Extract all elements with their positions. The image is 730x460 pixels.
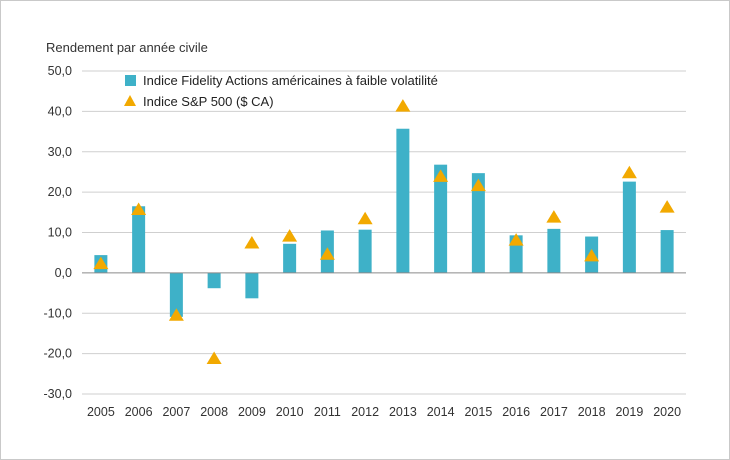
bar-2019 xyxy=(622,181,636,273)
marker-2012 xyxy=(357,211,373,225)
legend-label-bar: Indice Fidelity Actions américaines à fa… xyxy=(143,73,438,88)
x-tick-label: 2012 xyxy=(351,405,379,419)
legend-label-marker: Indice S&P 500 ($ CA) xyxy=(143,94,274,109)
marker-2011 xyxy=(319,247,335,260)
marker-2017 xyxy=(546,210,562,223)
bar-2010 xyxy=(283,243,297,273)
marker-2015 xyxy=(470,178,486,192)
x-tick-label: 2019 xyxy=(615,405,643,419)
y-tick-label: 30,0 xyxy=(48,145,72,159)
x-tick-label: 2010 xyxy=(276,405,304,419)
bar-series xyxy=(94,128,674,317)
bar-2009 xyxy=(245,272,259,299)
bar-2007 xyxy=(169,272,183,317)
bar-2015 xyxy=(471,173,485,273)
marker-series xyxy=(93,99,675,364)
x-tick-label: 2008 xyxy=(200,405,228,419)
grid-layer xyxy=(82,70,686,395)
x-tick-label: 2015 xyxy=(464,405,492,419)
y-axis-ticks: 50,0 40,0 30,0 20,0 10,0 0,0 -10,0 -20,0 -30,0 xyxy=(44,64,73,401)
bar-2013 xyxy=(396,128,410,273)
marker-2007 xyxy=(168,308,184,321)
marker-2013 xyxy=(395,99,411,112)
x-tick-label: 2006 xyxy=(125,405,153,419)
marker-2008 xyxy=(206,351,222,364)
marker-2018 xyxy=(584,248,600,262)
y-tick-label: -30,0 xyxy=(44,387,73,401)
y-tick-label: 40,0 xyxy=(48,104,72,118)
legend-swatch-bar xyxy=(125,75,136,86)
chart-title: Rendement par année civile xyxy=(46,40,208,55)
x-tick-label: 2013 xyxy=(389,405,417,419)
bar-2006 xyxy=(132,206,146,273)
bar-2014 xyxy=(434,164,448,273)
bar-2020 xyxy=(660,230,674,273)
marker-2020 xyxy=(659,200,675,213)
marker-2009 xyxy=(244,235,260,249)
x-tick-label: 2009 xyxy=(238,405,266,419)
y-tick-label: -10,0 xyxy=(44,306,73,320)
y-tick-label: 50,0 xyxy=(48,64,72,78)
x-tick-label: 2011 xyxy=(314,405,341,419)
y-tick-label: 20,0 xyxy=(48,185,72,199)
x-tick-label: 2018 xyxy=(578,405,606,419)
x-tick-label: 2014 xyxy=(427,405,455,419)
marker-2016 xyxy=(508,233,524,246)
x-tick-label: 2007 xyxy=(162,405,190,419)
legend-swatch-marker xyxy=(124,95,136,106)
bar-2012 xyxy=(358,229,372,273)
x-tick-label: 2020 xyxy=(653,405,681,419)
y-tick-label: -20,0 xyxy=(44,347,73,361)
x-axis-ticks: 2005 2006 2007 2008 2009 2010 2011 2012 2013 2014… xyxy=(87,405,681,419)
x-tick-label: 2016 xyxy=(502,405,530,419)
y-tick-label: 0,0 xyxy=(55,266,72,280)
marker-2014 xyxy=(433,169,449,182)
legend: Indice Fidelity Actions américaines à fa… xyxy=(124,73,438,109)
bar-2008 xyxy=(207,272,221,289)
x-tick-label: 2005 xyxy=(87,405,115,419)
marker-2010 xyxy=(282,229,298,242)
marker-2005 xyxy=(93,256,109,270)
x-tick-label: 2017 xyxy=(540,405,568,419)
bar-2017 xyxy=(547,228,561,273)
marker-2006 xyxy=(131,202,147,215)
marker-2019 xyxy=(621,165,637,179)
y-tick-label: 10,0 xyxy=(48,226,72,240)
